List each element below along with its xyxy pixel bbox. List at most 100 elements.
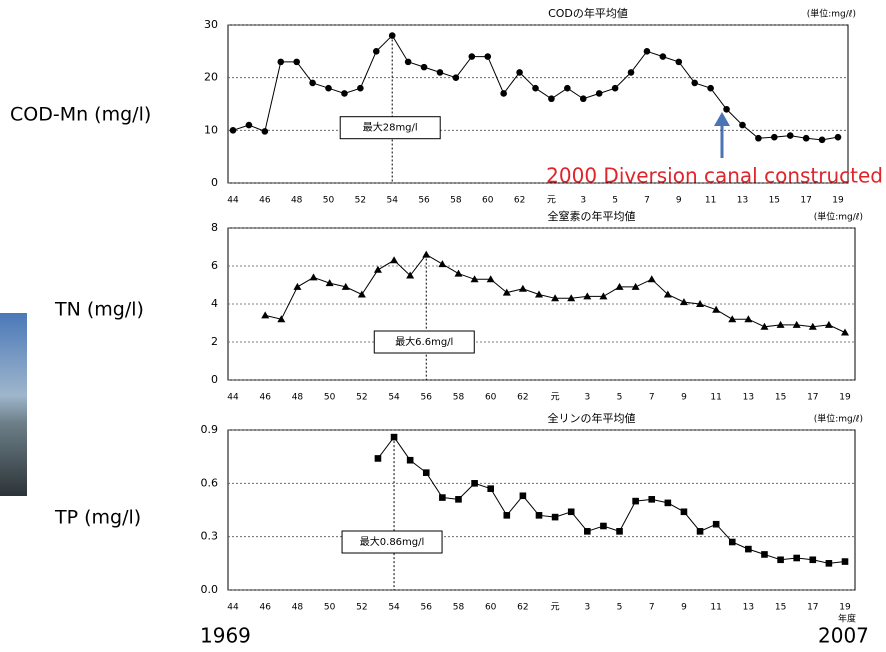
data-point <box>486 275 495 283</box>
x-tick-label: 17 <box>807 393 818 403</box>
x-tick-label: 62 <box>517 393 528 403</box>
data-point <box>712 305 721 313</box>
data-point <box>455 496 462 503</box>
x-unit: 年度 <box>838 613 856 625</box>
data-point <box>808 322 817 330</box>
x-tick-label: 17 <box>807 603 818 613</box>
data-point <box>229 127 237 134</box>
x-tick-label: 15 <box>769 196 780 206</box>
x-tick-label: 62 <box>514 196 525 206</box>
x-tick-label: 11 <box>705 196 716 206</box>
x-tick-label: 44 <box>227 393 239 403</box>
data-point <box>406 456 414 464</box>
data-point <box>631 282 640 290</box>
x-tick-label: 5 <box>612 196 618 206</box>
y-tick-label: 0.6 <box>201 476 219 489</box>
data-point <box>723 105 730 113</box>
chart-title: 全窒素の年平均値 <box>548 209 636 223</box>
plot-frame <box>227 429 856 591</box>
data-point <box>825 560 833 567</box>
data-point <box>261 311 270 319</box>
x-tick-label: 60 <box>485 393 497 403</box>
start-year: 1969 <box>200 624 251 648</box>
data-point <box>261 128 269 135</box>
arrow-head <box>714 112 730 126</box>
data-point <box>436 69 444 76</box>
y-tick-label: 0 <box>211 373 218 386</box>
data-point <box>439 494 446 501</box>
y-axis-label: TP (mg/l) <box>54 507 141 529</box>
data-point <box>664 499 672 507</box>
data-point <box>675 58 683 66</box>
x-tick-label: 13 <box>743 603 754 613</box>
x-tick-label: 9 <box>676 196 682 206</box>
x-tick-label: 46 <box>259 603 271 613</box>
x-tick-label: 50 <box>324 603 336 613</box>
data-point <box>611 84 619 92</box>
x-tick-label: 54 <box>388 393 400 403</box>
x-tick-label: 元 <box>547 196 556 206</box>
plot-frame <box>227 24 849 184</box>
y-axis-label: COD-Mn (mg/l) <box>10 104 151 126</box>
data-point <box>309 79 316 87</box>
x-tick-label: 11 <box>710 393 721 403</box>
data-point <box>615 282 624 290</box>
data-point <box>373 265 382 273</box>
data-point <box>309 273 318 281</box>
x-tick-label: 44 <box>227 196 239 206</box>
x-tick-label: 元 <box>551 393 560 403</box>
x-tick-label: 52 <box>356 393 367 403</box>
data-point <box>420 63 428 71</box>
data-point <box>776 320 785 328</box>
data-point <box>659 53 667 60</box>
x-tick-label: 5 <box>617 603 623 613</box>
y-tick-label: 8 <box>211 221 218 234</box>
x-tick-label: 60 <box>482 196 494 206</box>
unit-label: (単位:mg/ℓ) <box>814 211 863 223</box>
x-tick-label: 54 <box>386 196 398 206</box>
data-point <box>599 292 608 300</box>
x-tick-label: 52 <box>356 603 367 613</box>
data-point <box>824 320 833 328</box>
data-point <box>818 136 826 144</box>
data-point <box>535 512 543 519</box>
data-point <box>632 497 639 505</box>
data-point <box>532 84 539 92</box>
data-point <box>468 53 476 60</box>
x-tick-label: 50 <box>323 196 335 206</box>
data-point <box>680 508 688 516</box>
x-tick-label: 48 <box>292 603 304 613</box>
data-point <box>372 48 380 55</box>
data-point <box>647 275 656 283</box>
x-tick-label: 7 <box>649 603 655 613</box>
x-tick-label: 46 <box>259 196 271 206</box>
end-year: 2007 <box>818 624 869 648</box>
x-tick-label: 11 <box>710 603 721 613</box>
photo <box>0 313 27 496</box>
data-point <box>802 134 810 142</box>
x-tick-label: 60 <box>485 603 497 613</box>
data-point <box>516 69 523 76</box>
max-box <box>341 530 443 554</box>
data-point <box>518 284 527 292</box>
x-tick-label: 54 <box>388 603 400 613</box>
x-tick-label: 3 <box>584 393 590 403</box>
x-tick-label: 13 <box>737 196 748 206</box>
max-box <box>339 116 441 140</box>
data-point <box>325 84 332 92</box>
y-tick-label: 0.0 <box>201 583 219 596</box>
unit-label: (単位:mg/ℓ) <box>807 8 856 20</box>
data-point <box>422 250 431 258</box>
x-tick-label: 3 <box>580 196 586 206</box>
x-tick-label: 19 <box>839 393 851 403</box>
data-point <box>567 294 576 302</box>
data-point <box>277 315 286 323</box>
data-point <box>793 554 800 562</box>
data-point <box>535 290 543 298</box>
data-point <box>728 538 736 546</box>
chart-title: CODの年平均値 <box>548 6 628 20</box>
data-point <box>792 320 801 328</box>
data-point <box>487 485 494 492</box>
chart-title: 全リンの年平均値 <box>548 411 636 425</box>
